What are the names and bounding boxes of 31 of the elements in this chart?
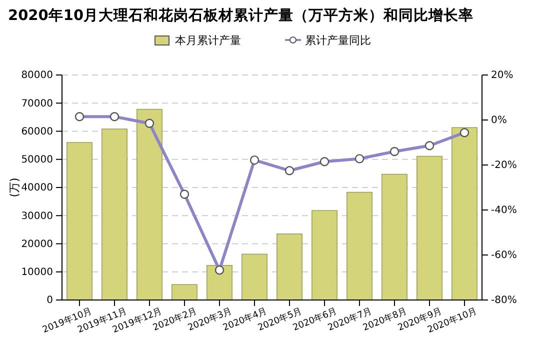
bar bbox=[136, 108, 162, 300]
bar bbox=[312, 210, 338, 300]
y-tick-label: 70000 bbox=[21, 98, 53, 110]
bar bbox=[102, 128, 128, 300]
y2-tick-label: 0% bbox=[491, 115, 507, 126]
bar bbox=[242, 254, 268, 300]
y-tick-label: 50000 bbox=[21, 154, 53, 166]
bar bbox=[66, 142, 92, 300]
y2-tick-label: -60% bbox=[491, 250, 517, 262]
bar bbox=[346, 192, 372, 300]
chart-title: 2020年10月大理石和花岗石板材累计产量（万平方米）和同比增长率 bbox=[8, 6, 474, 24]
legend-label: 本月累计产量 bbox=[175, 34, 241, 47]
y2-tick-label: -40% bbox=[491, 205, 517, 216]
legend-label: 累计产量同比 bbox=[305, 34, 371, 47]
y2-tick-label: 20% bbox=[491, 70, 514, 82]
bar bbox=[206, 265, 232, 300]
bar bbox=[172, 284, 198, 300]
y-tick-label: 60000 bbox=[21, 126, 53, 138]
y-tick-label: 80000 bbox=[21, 70, 53, 82]
bar bbox=[452, 127, 478, 300]
y-tick-label: 20000 bbox=[21, 238, 53, 250]
bar bbox=[382, 174, 408, 300]
y2-tick-label: -20% bbox=[491, 160, 517, 172]
bar bbox=[276, 234, 302, 300]
y-tick-label: 30000 bbox=[21, 210, 53, 222]
bar bbox=[416, 156, 442, 300]
y-tick-label: 10000 bbox=[21, 267, 53, 278]
y-axis-title: (万) bbox=[8, 178, 21, 198]
y-tick-label: 40000 bbox=[21, 182, 53, 194]
y-tick-label: 0 bbox=[46, 295, 53, 306]
y2-tick-label: -80% bbox=[491, 295, 517, 306]
